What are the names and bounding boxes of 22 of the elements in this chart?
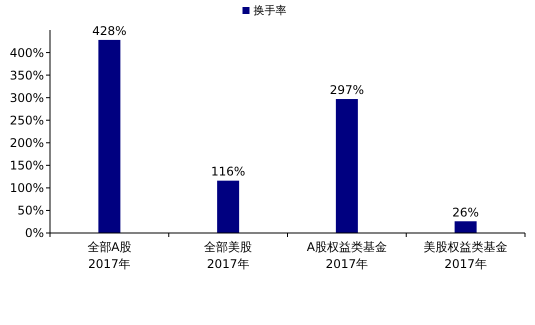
bar: [454, 221, 477, 233]
text: 428%: [92, 24, 127, 38]
text: 116%: [210, 164, 246, 179]
y-tick-label: 0%: [24, 226, 44, 240]
y-tick-label: 400%: [10, 46, 44, 60]
bar: [336, 99, 358, 233]
y-tick-label: 250%: [10, 113, 44, 128]
text: 297%: [330, 83, 364, 98]
x-tick-label: 全部美股 2017年: [204, 240, 252, 271]
y-tick-label: 100%: [10, 181, 44, 196]
y-tick-label: 150%: [10, 158, 44, 173]
y-tick-label: 350%: [10, 68, 44, 82]
x-tick-label: 全部A股 2017年: [87, 240, 132, 271]
bar: [217, 180, 240, 233]
x-tick-label: A股权益类基金 2017年: [306, 240, 387, 271]
bar: [98, 40, 120, 233]
text: 26%: [452, 205, 479, 220]
legend-label: 换手率: [254, 4, 286, 17]
y-tick-label: 300%: [10, 90, 44, 105]
y-tick-label: 50%: [17, 204, 44, 218]
y-tick-label: 200%: [10, 136, 44, 150]
x-tick-label: 美股权益类基金 2017年: [424, 240, 508, 271]
